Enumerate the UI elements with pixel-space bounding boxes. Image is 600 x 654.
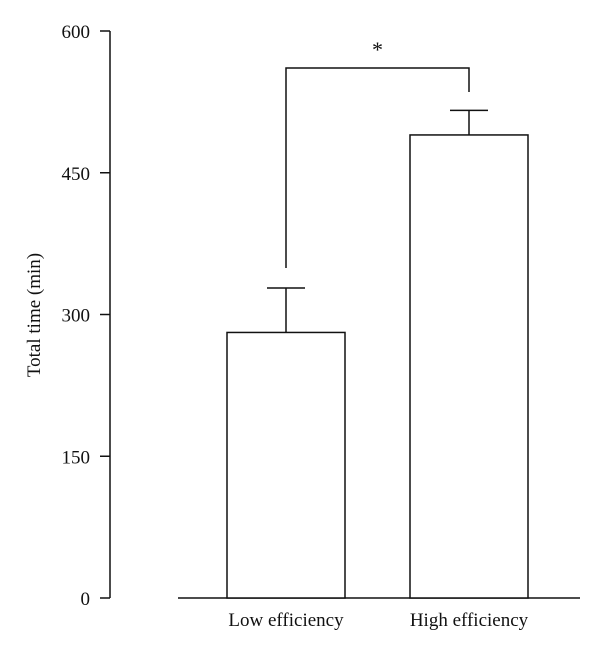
x-category-label-1: High efficiency [410,610,529,631]
y-axis: 0 150 300 450 600 [62,22,111,610]
x-category-label-0: Low efficiency [228,610,344,631]
y-tick-label-300: 300 [62,306,91,327]
error-bars [267,109,488,333]
significance-asterisk: * [372,37,383,62]
y-tick-label-0: 0 [81,589,91,610]
significance-line [285,67,470,268]
x-axis: Low efficiency High efficiency [178,597,580,631]
y-tick-label-450: 450 [62,164,91,185]
bar-1 [409,134,529,599]
y-tick-label-150: 150 [62,447,91,468]
significance-bracket: * [285,37,470,268]
y-axis-title: Total time (min) [24,253,45,377]
y-tick-label-600: 600 [62,22,91,43]
bars [226,134,529,599]
bar-0 [226,331,346,599]
